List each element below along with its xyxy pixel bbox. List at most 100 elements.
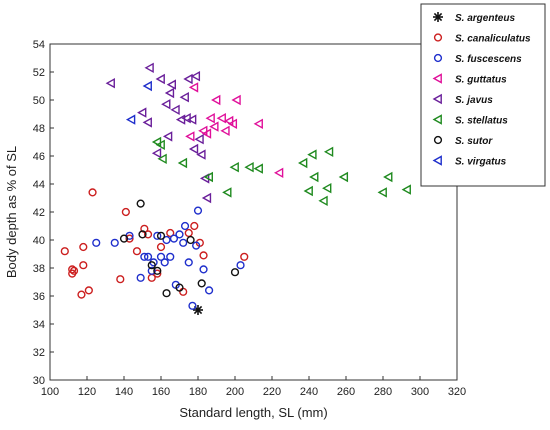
point-s-canaliculatus bbox=[121, 207, 130, 217]
point-s-guttatus bbox=[211, 94, 221, 106]
point-s-stellatus bbox=[309, 171, 319, 183]
point-s-sutor bbox=[138, 230, 147, 239]
legend-label: S. stellatus bbox=[455, 116, 508, 127]
point-s-fuscescens bbox=[160, 258, 169, 267]
x-tick-label: 320 bbox=[448, 386, 466, 398]
point-s-stellatus bbox=[222, 187, 232, 198]
x-tick-label: 260 bbox=[337, 386, 355, 398]
point-s-sutor bbox=[147, 261, 156, 270]
point-s-stellatus bbox=[298, 157, 308, 169]
x-tick-label: 120 bbox=[78, 386, 96, 398]
legend-marker bbox=[432, 114, 442, 125]
point-s-javus bbox=[196, 149, 206, 160]
point-s-fuscescens bbox=[205, 286, 214, 295]
legend-marker bbox=[433, 12, 443, 22]
point-s-guttatus bbox=[209, 121, 219, 132]
point-s-stellatus bbox=[177, 157, 188, 169]
legend-label: S. sutor bbox=[455, 136, 493, 147]
point-s-fuscescens bbox=[192, 241, 201, 250]
point-s-javus bbox=[188, 143, 199, 155]
point-s-guttatus bbox=[205, 113, 215, 124]
legend-marker bbox=[432, 93, 442, 105]
x-tick-label: 300 bbox=[411, 386, 429, 398]
point-s-guttatus bbox=[201, 128, 212, 139]
point-s-javus bbox=[144, 62, 154, 73]
point-s-canaliculatus bbox=[179, 287, 188, 296]
point-s-stellatus bbox=[383, 171, 393, 183]
legend-marker bbox=[433, 135, 443, 145]
point-s-guttatus bbox=[220, 125, 230, 136]
point-s-fuscescens bbox=[166, 252, 175, 261]
point-s-canaliculatus bbox=[77, 290, 86, 299]
point-s-canaliculatus bbox=[125, 234, 134, 243]
data-points bbox=[60, 62, 434, 315]
point-s-fuscescens bbox=[140, 252, 149, 261]
legend-marker bbox=[433, 53, 443, 63]
point-s-canaliculatus bbox=[143, 230, 153, 239]
x-tick-label: 140 bbox=[115, 386, 133, 398]
x-axis-title: Standard length, SL (mm) bbox=[179, 405, 327, 420]
y-tick-label: 52 bbox=[33, 67, 45, 79]
point-s-fuscescens bbox=[156, 252, 166, 261]
point-s-stellatus bbox=[155, 139, 165, 150]
point-s-canaliculatus bbox=[84, 286, 93, 295]
point-s-fuscescens bbox=[162, 235, 171, 245]
point-s-sutor bbox=[197, 279, 206, 288]
point-s-stellatus bbox=[151, 136, 162, 148]
y-tick-label: 34 bbox=[33, 319, 45, 331]
point-s-stellatus bbox=[303, 185, 313, 197]
point-s-canaliculatus bbox=[79, 242, 88, 252]
point-s-javus bbox=[179, 92, 189, 103]
point-s-javus bbox=[164, 87, 175, 99]
point-s-fuscescens bbox=[175, 230, 184, 239]
point-s-canaliculatus bbox=[184, 228, 193, 238]
point-s-javus bbox=[161, 99, 171, 110]
point-s-fuscescens bbox=[199, 265, 208, 274]
point-s-javus bbox=[166, 79, 177, 90]
legend-label: S. virgatus bbox=[455, 157, 507, 168]
point-s-fuscescens bbox=[110, 238, 119, 247]
point-s-argenteus bbox=[193, 305, 203, 315]
point-s-fuscescens bbox=[193, 206, 203, 215]
y-tick-label: 40 bbox=[33, 235, 45, 247]
point-s-javus bbox=[142, 117, 152, 128]
x-tick-label: 240 bbox=[300, 386, 318, 398]
point-s-stellatus bbox=[307, 149, 317, 160]
point-s-guttatus bbox=[231, 94, 241, 106]
point-s-stellatus bbox=[229, 162, 239, 173]
point-s-stellatus bbox=[203, 171, 214, 183]
point-s-javus bbox=[170, 104, 180, 115]
x-tick-label: 160 bbox=[152, 386, 170, 398]
x-tick-label: 200 bbox=[226, 386, 244, 398]
point-s-fuscescens bbox=[169, 234, 179, 243]
x-axis-ticks: 100 120 140 160 180 200 220 240 260 280 300 320 bbox=[41, 376, 466, 398]
point-s-stellatus bbox=[322, 183, 332, 194]
point-s-stellatus bbox=[323, 146, 334, 157]
legend-label: S. guttatus bbox=[455, 75, 507, 86]
point-s-canaliculatus bbox=[156, 242, 166, 252]
point-s-guttatus bbox=[253, 118, 263, 129]
point-s-guttatus bbox=[216, 113, 226, 124]
point-s-sutor bbox=[119, 234, 129, 243]
point-s-javus bbox=[187, 114, 197, 125]
legend-marker bbox=[433, 33, 443, 42]
y-tick-label: 36 bbox=[33, 291, 45, 303]
plot-frame bbox=[49, 43, 458, 381]
point-s-guttatus bbox=[227, 118, 238, 129]
legend-label: S. javus bbox=[455, 95, 493, 106]
point-s-stellatus bbox=[318, 195, 328, 206]
y-axis-ticks: 30 32 34 36 38 40 42 44 46 48 50 52 54 bbox=[33, 39, 54, 387]
point-s-fuscescens bbox=[188, 301, 197, 310]
y-tick-label: 44 bbox=[33, 179, 45, 191]
point-s-fuscescens bbox=[147, 266, 156, 275]
point-s-canaliculatus bbox=[166, 228, 175, 238]
point-s-sutor bbox=[153, 266, 162, 275]
x-tick-label: 220 bbox=[263, 386, 281, 398]
point-s-sutor bbox=[186, 235, 195, 245]
point-s-canaliculatus bbox=[116, 275, 125, 284]
point-s-virgatus bbox=[142, 80, 152, 92]
point-s-canaliculatus bbox=[190, 221, 199, 231]
point-s-guttatus bbox=[188, 82, 199, 93]
point-s-canaliculatus bbox=[60, 247, 69, 256]
